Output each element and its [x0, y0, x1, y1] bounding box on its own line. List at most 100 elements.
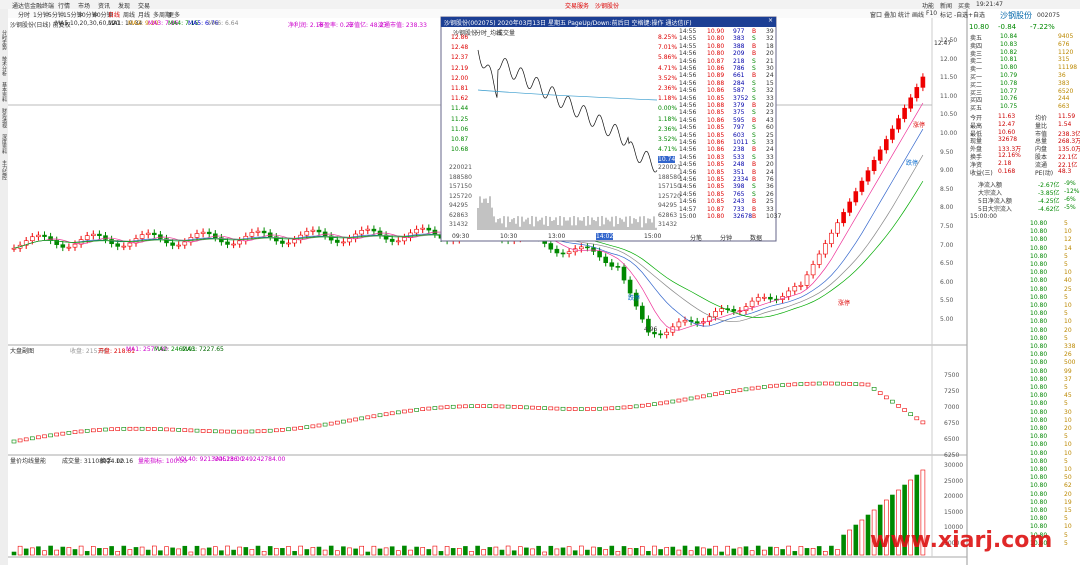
period-tab[interactable]: 15分钟 — [63, 12, 83, 19]
vol-label: 220021 — [658, 164, 681, 171]
popup-tab[interactable]: 分时_均线 — [475, 30, 503, 37]
index-candle — [48, 433, 53, 438]
tick-cell: 26 — [766, 190, 774, 198]
note: 跌停 — [628, 295, 641, 302]
top-link[interactable]: 沙钢股份 — [595, 3, 620, 10]
sub-value: VOL40: 921334528.00 — [176, 456, 244, 463]
menu-item[interactable]: 行情 — [58, 3, 71, 10]
side-tab[interactable]: 财务透视 — [1, 108, 7, 128]
close-btn[interactable]: × — [768, 17, 774, 24]
vol-label: 31432 — [449, 221, 469, 228]
top-item[interactable]: 新闻 — [940, 3, 953, 10]
y-tick-label: 5.50 — [940, 297, 954, 305]
tool-btn[interactable]: 统计 — [898, 12, 911, 19]
menu-item[interactable]: 资讯 — [98, 3, 111, 10]
period-tab[interactable]: 5分钟 — [48, 12, 64, 19]
vol-bar — [133, 547, 139, 556]
popup-bottom-tab[interactable]: 分钟 — [720, 235, 733, 242]
top-link[interactable]: 交易服务 — [565, 3, 590, 10]
side-tab[interactable]: 主力监控 — [1, 160, 7, 180]
candle-body — [914, 87, 920, 99]
period-tab[interactable]: 60分钟 — [93, 12, 113, 19]
index-candle — [371, 414, 377, 419]
tick-cell: S — [752, 131, 756, 139]
stock-name: 沙钢股份 — [1000, 11, 1032, 20]
candle-body — [816, 253, 822, 265]
period-tab[interactable]: 日线 — [108, 12, 121, 19]
candle-body — [603, 256, 609, 263]
period-tab[interactable]: 30分钟 — [78, 12, 98, 19]
index-candle — [658, 401, 663, 406]
index-candle — [585, 407, 590, 411]
tool-btn[interactable]: +自选 — [968, 12, 986, 19]
period-tab[interactable]: 多周期 — [153, 12, 172, 19]
vol-bar — [719, 551, 724, 556]
menu-item[interactable]: 交易 — [138, 3, 151, 10]
time-label: 15:00 — [644, 233, 662, 240]
vol-bar — [273, 548, 279, 556]
period-tab[interactable]: 分时 — [18, 12, 31, 19]
menu-item[interactable]: 市场 — [78, 3, 91, 10]
tick-cell: 765 — [733, 190, 745, 198]
tick-cell: 10.80 — [1030, 285, 1048, 293]
tool-btn[interactable]: F10 — [926, 10, 938, 17]
index-candle — [786, 382, 792, 387]
period-tab[interactable]: 月线 — [138, 12, 151, 19]
tick-cell: 10.80 — [1030, 244, 1048, 252]
avg-line — [477, 89, 658, 101]
vol-bar — [17, 545, 23, 556]
index-candle — [78, 429, 84, 434]
tool-btn[interactable]: 标记 — [940, 12, 953, 19]
period-tab[interactable]: 1分钟 — [33, 12, 49, 19]
vol-bar — [310, 547, 316, 556]
index-candle — [883, 395, 889, 400]
tool-btn[interactable]: 叠加 — [884, 12, 897, 19]
popup-bottom-tab[interactable]: 数据 — [750, 235, 763, 242]
popup-bottom-tab[interactable]: 分笔 — [690, 235, 703, 242]
candle-body — [23, 240, 29, 246]
index-candle — [847, 382, 853, 386]
index-candle — [597, 406, 602, 411]
side-tab[interactable]: 分时走势 — [1, 30, 7, 50]
app-title: 通达信金融终端 — [12, 3, 55, 10]
menu-item[interactable]: 发现 — [118, 3, 131, 10]
top-item[interactable]: 买卖 — [958, 3, 971, 10]
top-item[interactable]: 功能 — [922, 3, 935, 10]
tick-cell: 14:56 — [679, 124, 697, 132]
vol-bar — [560, 547, 566, 556]
index-candle — [841, 381, 846, 386]
tick-cell: 5 — [1064, 261, 1068, 268]
side-tab[interactable]: 深度资料 — [1, 134, 7, 154]
candle-body — [859, 180, 865, 192]
tick-cell: 99 — [1064, 367, 1072, 375]
book-cell: 10.84 — [1000, 33, 1018, 40]
book-cell: 663 — [1058, 103, 1070, 111]
side-tab[interactable]: 技术分析 — [1, 56, 7, 76]
index-candle — [524, 405, 529, 410]
book-cell: 10.79 — [1000, 72, 1018, 79]
vol-bar — [578, 545, 584, 556]
index-candle — [798, 382, 804, 386]
tool-btn[interactable]: 画线 — [912, 12, 925, 19]
tick-cell: 40 — [1064, 277, 1072, 285]
index-candle — [676, 398, 682, 403]
index-candle — [694, 395, 700, 400]
vol-bar — [694, 546, 700, 556]
popup-tab[interactable]: 沙钢股份 — [453, 30, 478, 37]
period-tab[interactable]: 周线 — [123, 12, 136, 19]
popup-tab[interactable]: 成交量 — [497, 30, 516, 37]
vol-label: 125720 — [449, 192, 472, 200]
tick-cell: 14 — [1064, 244, 1072, 252]
vol-bar — [670, 546, 676, 556]
tool-btn[interactable]: 窗口 — [870, 12, 883, 19]
vol-bar — [200, 548, 206, 556]
tool-btn[interactable]: -自选 — [954, 12, 969, 19]
side-tab[interactable]: 基本资料 — [1, 82, 7, 102]
index-candle — [347, 418, 352, 423]
tick-cell: 33 — [766, 205, 774, 213]
vol-bar — [170, 547, 175, 556]
tick-cell: B — [752, 205, 757, 213]
vol-bar — [176, 548, 181, 556]
vol-bar — [145, 549, 151, 556]
period-tab[interactable]: 更多 — [168, 12, 181, 19]
